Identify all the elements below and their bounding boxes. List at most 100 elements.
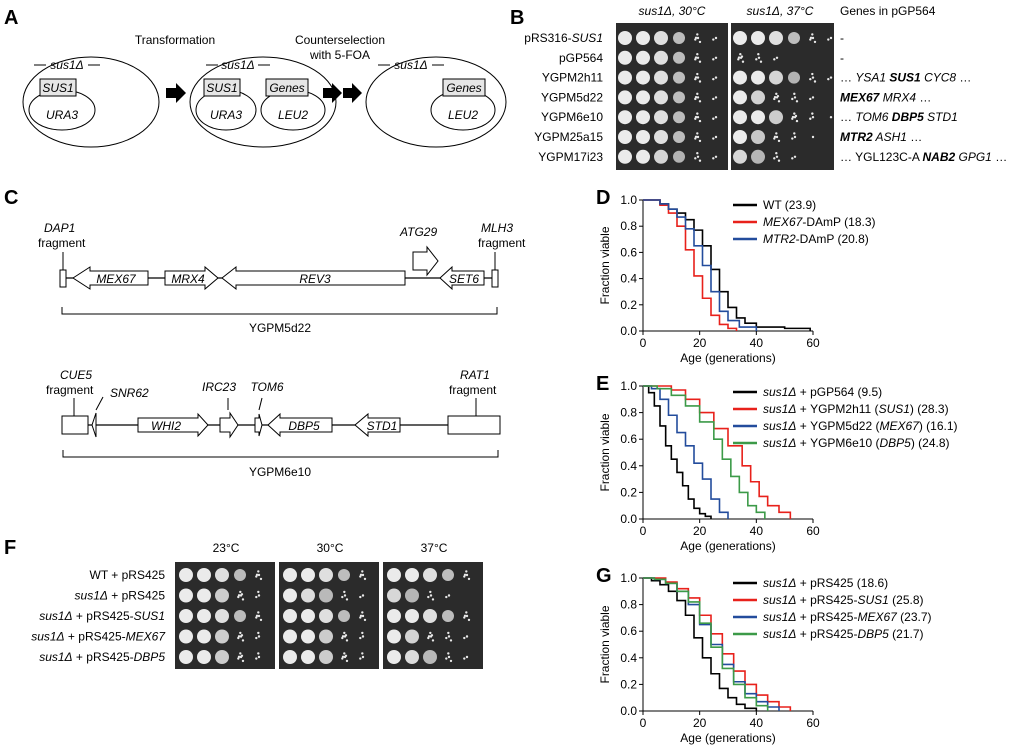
yeast-colony xyxy=(775,92,778,96)
gene-genes-3: Genes xyxy=(446,81,481,95)
yeast-spot xyxy=(733,110,747,125)
yeast-spot xyxy=(283,609,297,623)
gene-rev3 xyxy=(221,265,406,291)
yeast-colony xyxy=(430,634,434,637)
yeast-colony xyxy=(463,573,467,577)
yeast-spot xyxy=(301,650,315,664)
ygpm5d22-label: YGPM5d22 xyxy=(249,321,311,335)
yeast-colony xyxy=(773,96,777,99)
gene-mex67 xyxy=(72,266,149,290)
sus1-box xyxy=(39,78,77,97)
plasmid-row-label: YGPM6e10 xyxy=(541,110,603,124)
yeast-colony xyxy=(343,594,347,597)
yeast-spot xyxy=(215,650,229,664)
gene-mrx4-label: MRX4 xyxy=(171,272,205,286)
gene-snr62 xyxy=(91,412,97,438)
gene-std1-label: STD1 xyxy=(367,419,398,433)
y-tick-label: 1.0 xyxy=(620,571,637,585)
yeast-colony xyxy=(698,100,702,103)
yeast-colony xyxy=(757,56,761,59)
yeast-spot xyxy=(215,568,229,582)
yeast-colony xyxy=(694,96,698,99)
yeast-colony xyxy=(259,618,263,622)
yeast-spot xyxy=(319,588,333,603)
genes-in-plasmid: - xyxy=(840,51,844,65)
yeast-colony xyxy=(737,56,741,59)
yeast-colony xyxy=(811,135,815,139)
yeast-spot xyxy=(179,588,193,603)
yeast-colony xyxy=(343,652,346,655)
yeast-colony xyxy=(343,631,346,635)
chart-e: E 0.0 0.2 0.4 0.6 0.8 1.0 0 20 40 60 Age (generatio… xyxy=(596,373,958,553)
gene-dbp5-label: DBP5 xyxy=(288,419,320,433)
yeast-colony xyxy=(465,570,468,573)
yeast-colony xyxy=(811,116,815,119)
yeast-colony xyxy=(467,618,471,622)
yeast-colony xyxy=(698,60,702,63)
yeast-colony xyxy=(696,96,700,99)
plasmid-row-label: pGP564 xyxy=(559,51,603,65)
gene-atg29 xyxy=(412,245,439,277)
yeast-colony xyxy=(361,611,364,614)
survival-curve xyxy=(643,385,792,519)
gene-genes: Genes xyxy=(269,81,304,95)
yeast-colony xyxy=(696,76,700,79)
yeast-colony xyxy=(257,573,261,577)
y-tick-label: 0.6 xyxy=(620,245,637,259)
yeast-spot xyxy=(423,650,437,664)
yeast-spot xyxy=(673,91,685,104)
x-tick-label: 0 xyxy=(640,524,647,538)
yeast-colony xyxy=(465,635,469,638)
yeast-colony xyxy=(829,76,833,79)
gene-sus1: SUS1 xyxy=(42,81,73,95)
x-tick-label: 40 xyxy=(750,336,764,350)
yeast-colony xyxy=(829,36,833,40)
y-tick-label: 0.8 xyxy=(620,406,637,420)
gene-irc23 xyxy=(219,411,239,439)
cue5-block xyxy=(61,415,89,435)
legend-entry: sus1Δ + YGPM2h11 (SUS1) (28.3) xyxy=(763,402,949,416)
yeast-spot xyxy=(319,609,333,623)
yeast-colony xyxy=(811,96,815,99)
x-axis-label: Age (generations) xyxy=(680,539,775,553)
yeast-colony xyxy=(696,116,700,119)
yeast-spot xyxy=(301,629,315,644)
yeast-colony xyxy=(813,80,817,83)
yeast-colony xyxy=(712,137,715,140)
yeast-colony xyxy=(696,132,699,135)
yeast-spot xyxy=(636,70,650,85)
survival-curve xyxy=(643,199,738,331)
yeast-spot xyxy=(654,149,668,164)
yeast-colony xyxy=(773,157,776,160)
yeast-colony xyxy=(712,58,715,61)
yeast-colony xyxy=(359,573,363,577)
yeast-colony xyxy=(696,72,699,76)
y-tick-label: 0.4 xyxy=(620,651,637,665)
yeast-colony xyxy=(694,36,698,40)
yeast-colony xyxy=(777,159,781,162)
yeast-spot xyxy=(618,90,632,105)
yeast-spot xyxy=(423,568,437,582)
yeast-spot xyxy=(654,130,668,144)
yeast-colony xyxy=(363,618,367,622)
yeast-spot xyxy=(673,32,685,44)
yeast-spot xyxy=(636,149,650,164)
yeast-spot xyxy=(654,110,668,125)
yeast-colony xyxy=(255,614,259,618)
y-tick-label: 0.0 xyxy=(620,324,637,338)
yeast-colony xyxy=(345,659,349,663)
y-tick-label: 0.6 xyxy=(620,432,637,446)
yeast-spot xyxy=(301,588,315,603)
panel-label-a: A xyxy=(4,7,18,29)
yeast-spot xyxy=(215,629,229,644)
gene-dbp5 xyxy=(267,412,333,438)
gene-set6 xyxy=(439,265,485,291)
yeast-colony xyxy=(795,119,799,123)
yeast-spot xyxy=(751,70,765,85)
legend-entry: sus1Δ + YGPM6e10 (DBP5) (24.8) xyxy=(763,436,950,450)
x-tick-label: 40 xyxy=(750,716,764,730)
yeast-colony xyxy=(775,135,779,139)
legend-entry: sus1Δ + pGP564 (9.5) xyxy=(763,385,882,399)
yeast-colony xyxy=(447,655,451,659)
yeast-spot xyxy=(179,629,193,644)
